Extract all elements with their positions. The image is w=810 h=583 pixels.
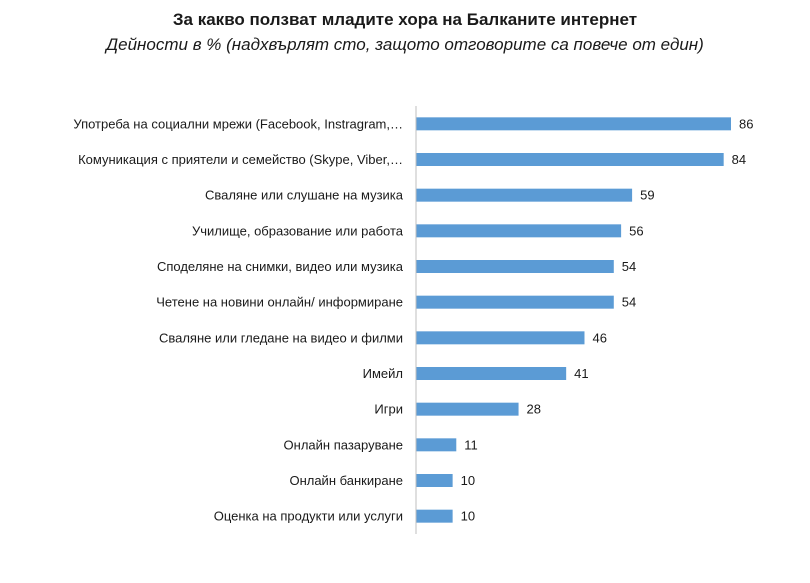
value-label-6: 46 (592, 330, 606, 345)
category-label-9: Онлайн пазаруване (284, 437, 403, 452)
category-label-0: Употреба на социални мрежи (Facebook, In… (73, 116, 403, 131)
category-label-7: Имейл (363, 366, 403, 381)
value-label-4: 54 (622, 259, 636, 274)
category-label-6: Сваляне или гледане на видео и филми (159, 330, 403, 345)
value-label-11: 10 (461, 509, 475, 524)
bar-7 (416, 367, 567, 380)
bar-11 (416, 509, 453, 523)
value-label-8: 28 (527, 402, 541, 417)
bar-3 (416, 224, 622, 238)
category-label-1: Комуникация с приятели и семейство (Skyp… (78, 152, 403, 167)
bar-4 (416, 260, 614, 273)
value-label-1: 84 (732, 152, 746, 167)
category-label-10: Онлайн банкиране (289, 473, 403, 488)
chart-subtitle: Дейности в % (надхвърлят сто, защото отг… (106, 35, 704, 54)
bar-0 (416, 117, 731, 131)
value-label-2: 59 (640, 188, 654, 203)
bar-9 (416, 438, 457, 452)
category-labels-group: Употреба на социални мрежи (Facebook, In… (73, 116, 403, 523)
bar-10 (416, 474, 453, 487)
value-label-0: 86 (739, 116, 753, 131)
value-label-9: 11 (464, 437, 478, 452)
value-label-5: 54 (622, 295, 636, 310)
category-label-4: Споделяне на снимки, видео или музика (157, 259, 404, 274)
category-label-5: Четене на новини онлайн/ информиране (156, 295, 403, 310)
category-label-8: Игри (374, 402, 403, 417)
bar-2 (416, 188, 633, 202)
category-label-2: Сваляне или слушане на музика (205, 188, 404, 203)
value-label-10: 10 (461, 473, 475, 488)
bar-5 (416, 295, 614, 309)
bars-group (416, 117, 731, 523)
value-labels-group: 86 84 59 56 54 54 46 41 28 11 10 10 (461, 116, 754, 523)
value-label-3: 56 (629, 223, 643, 238)
category-label-11: Оценка на продукти или услуги (214, 509, 403, 524)
bar-1 (416, 153, 724, 166)
chart-title: За какво ползват младите хора на Балкани… (172, 10, 638, 29)
bar-6 (416, 331, 585, 345)
value-label-7: 41 (574, 366, 588, 381)
bar-8 (416, 402, 519, 416)
category-label-3: Училище, образование или работа (192, 223, 404, 238)
